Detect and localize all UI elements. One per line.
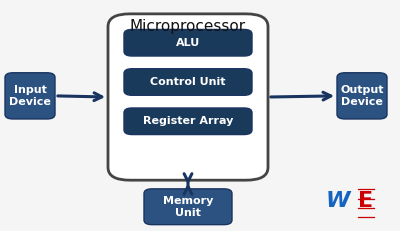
Text: Output
Device: Output Device <box>340 85 384 107</box>
FancyBboxPatch shape <box>124 69 252 95</box>
Text: Microprocessor: Microprocessor <box>130 19 246 34</box>
Text: W: W <box>326 191 350 211</box>
Text: Control Unit: Control Unit <box>150 77 226 87</box>
Text: ALU: ALU <box>176 38 200 48</box>
FancyBboxPatch shape <box>124 30 252 56</box>
FancyBboxPatch shape <box>144 189 232 225</box>
Text: Register Array: Register Array <box>143 116 233 126</box>
FancyBboxPatch shape <box>124 108 252 134</box>
FancyBboxPatch shape <box>108 14 268 180</box>
Text: Input
Device: Input Device <box>9 85 51 107</box>
FancyBboxPatch shape <box>337 73 387 119</box>
FancyBboxPatch shape <box>5 73 55 119</box>
Text: Memory
Unit: Memory Unit <box>163 196 213 218</box>
Text: E: E <box>358 191 374 211</box>
